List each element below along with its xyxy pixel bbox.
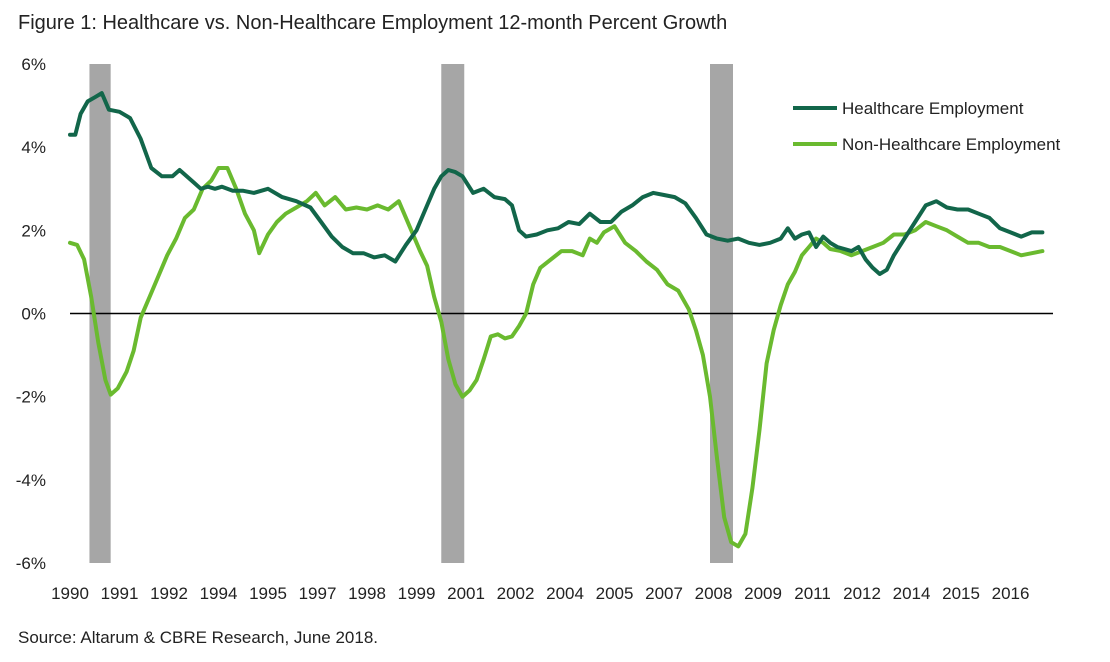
x-tick-label: 2004 <box>546 584 584 603</box>
x-tick-label: 1990 <box>51 584 89 603</box>
legend-label-non-healthcare: Non-Healthcare Employment <box>842 135 1061 154</box>
x-tick-label: 2002 <box>497 584 535 603</box>
x-tick-label: 2008 <box>695 584 733 603</box>
y-tick-label: 4% <box>21 138 46 157</box>
y-tick-label: -6% <box>16 554 46 573</box>
x-tick-label: 2005 <box>596 584 634 603</box>
x-tick-label: 1994 <box>200 584 238 603</box>
y-tick-label: 6% <box>21 55 46 74</box>
x-tick-label: 2011 <box>794 584 831 603</box>
x-tick-labels: 1990 1991 1992 1994 1995 1997 1998 1999 2001 2002… <box>51 584 1029 603</box>
x-tick-label: 2001 <box>447 584 485 603</box>
series-line-healthcare <box>68 91 1045 276</box>
chart-title: Figure 1: Healthcare vs. Non-Healthcare … <box>18 12 728 34</box>
x-tick-label: 1999 <box>398 584 436 603</box>
x-tick-label: 2015 <box>942 584 980 603</box>
x-tick-label: 2016 <box>992 584 1030 603</box>
y-tick-label: 2% <box>21 221 46 240</box>
y-tick-label: 0% <box>21 305 46 324</box>
series-line-non-healthcare <box>68 166 1045 549</box>
x-tick-label: 2014 <box>893 584 931 603</box>
x-tick-label: 1991 <box>101 584 139 603</box>
series-lines <box>68 91 1045 549</box>
x-tick-label: 1997 <box>299 584 337 603</box>
x-tick-label: 2012 <box>843 584 881 603</box>
x-tick-label: 1992 <box>150 584 188 603</box>
x-tick-label: 1995 <box>249 584 287 603</box>
x-tick-label: 2009 <box>744 584 782 603</box>
source-note: Source: Altarum & CBRE Research, June 20… <box>18 628 379 647</box>
x-tick-label: 1998 <box>348 584 386 603</box>
y-tick-label: -4% <box>16 471 46 490</box>
x-tick-label: 2007 <box>645 584 683 603</box>
legend: Healthcare Employment Non-Healthcare Emp… <box>793 99 1061 154</box>
legend-label-healthcare: Healthcare Employment <box>842 99 1024 118</box>
y-tick-labels: -6% -4% -2% 0% 2% 4% 6% <box>16 55 46 573</box>
y-tick-label: -2% <box>16 388 46 407</box>
